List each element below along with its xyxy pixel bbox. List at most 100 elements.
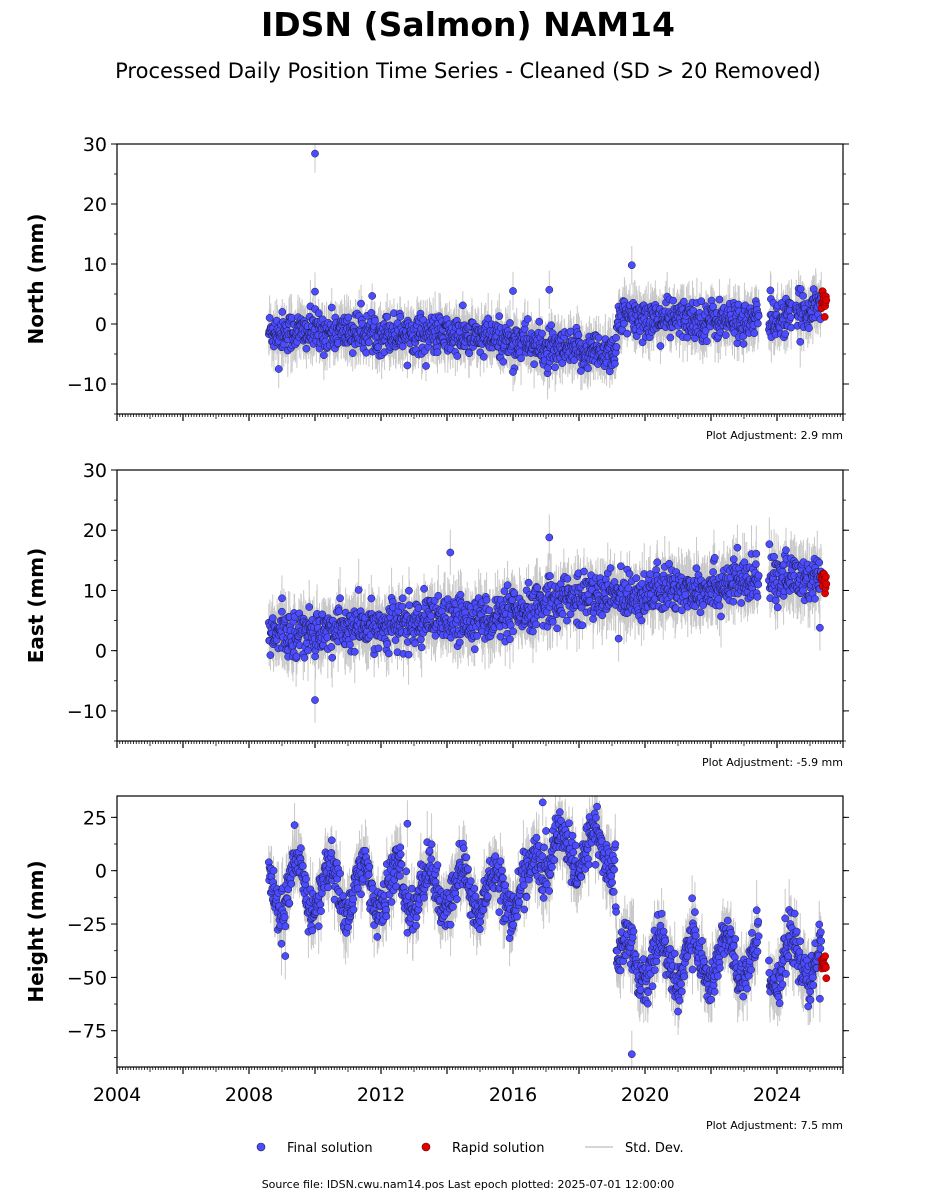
- final-point: [506, 319, 514, 327]
- final-point: [405, 586, 413, 595]
- final-point: [627, 261, 636, 270]
- final-point: [558, 359, 567, 367]
- final-point: [350, 647, 359, 656]
- final-point: [456, 590, 465, 599]
- final-point: [805, 324, 813, 333]
- final-point: [328, 653, 337, 662]
- final-point: [530, 360, 538, 369]
- final-point: [384, 649, 393, 658]
- final-point: [411, 639, 419, 648]
- final-point: [509, 287, 517, 295]
- final-point: [302, 344, 311, 353]
- final-point: [404, 650, 413, 659]
- final-point: [417, 643, 426, 652]
- panels: −10 0 10 20 30 North (mm) Plot Adjustment: 2.9…: [24, 134, 849, 1132]
- final-point: [458, 301, 467, 310]
- final-point: [495, 312, 504, 321]
- final-point: [679, 297, 688, 306]
- final-point: [268, 614, 277, 622]
- final-point: [547, 321, 555, 330]
- final-point: [327, 303, 336, 312]
- data-layer: [264, 144, 831, 400]
- final-point: [739, 340, 748, 348]
- final-point: [346, 640, 354, 649]
- final-point: [465, 349, 474, 358]
- final-point: [367, 594, 376, 603]
- final-point: [796, 285, 805, 293]
- final-point: [292, 652, 301, 661]
- rapid-points: [817, 287, 831, 321]
- final-point: [335, 607, 343, 616]
- final-point: [594, 333, 603, 342]
- final-point: [305, 603, 314, 611]
- final-point: [365, 338, 373, 347]
- y-tick-label: 10: [83, 254, 107, 276]
- final-point: [551, 363, 559, 372]
- final-point: [383, 312, 392, 321]
- final-point: [781, 330, 790, 338]
- final-point: [300, 653, 309, 662]
- final-point: [391, 636, 400, 644]
- final-point: [766, 286, 775, 295]
- final-point: [656, 342, 665, 350]
- final-point: [538, 329, 546, 338]
- final-point: [396, 312, 405, 321]
- final-point: [374, 343, 382, 351]
- panel-1: −10 0 10 20 30 North (mm) Plot Adjustment: 2.9…: [24, 134, 849, 442]
- final-point: [612, 343, 621, 351]
- final-point: [754, 312, 763, 320]
- final-point: [523, 315, 532, 323]
- rapid-point: [822, 296, 831, 305]
- final-point: [287, 313, 296, 322]
- final-point: [278, 308, 287, 316]
- final-point: [398, 602, 407, 611]
- final-point: [786, 313, 795, 321]
- final-point: [787, 323, 795, 332]
- final-point: [612, 333, 620, 342]
- final-point: [278, 607, 286, 616]
- y-axis: −10 0 10 20 30: [67, 134, 849, 415]
- chart-subtitle: Processed Daily Position Time Series - C…: [115, 59, 821, 83]
- y-tick-label: 0: [95, 314, 107, 336]
- plot-adjustment: Plot Adjustment: 2.9 mm: [706, 429, 843, 442]
- y-tick-label: −10: [67, 374, 107, 396]
- final-point: [417, 635, 425, 644]
- final-point: [669, 296, 677, 305]
- x-axis: [116, 414, 844, 421]
- final-point: [739, 332, 748, 341]
- final-point: [611, 359, 619, 368]
- final-point: [584, 364, 592, 373]
- final-point: [434, 591, 443, 600]
- final-point: [414, 604, 423, 612]
- final-point: [702, 337, 711, 346]
- y-tick-label: 30: [83, 134, 107, 156]
- final-point: [545, 285, 554, 294]
- final-point: [319, 351, 328, 360]
- rapid-point: [820, 313, 829, 321]
- final-points: [264, 149, 826, 378]
- final-point: [455, 638, 464, 647]
- final-point: [398, 342, 407, 351]
- final-point: [362, 348, 371, 357]
- final-point: [484, 314, 493, 323]
- final-point: [427, 611, 436, 620]
- final-point: [274, 365, 283, 373]
- final-point: [666, 333, 675, 342]
- final-point: [574, 331, 583, 339]
- final-point: [470, 645, 479, 654]
- final-point: [479, 352, 488, 361]
- final-point: [544, 364, 552, 372]
- final-point: [431, 631, 440, 640]
- final-point: [314, 309, 323, 318]
- final-point: [311, 149, 319, 158]
- data-layer: [264, 514, 831, 723]
- final-point: [623, 329, 632, 338]
- final-point: [576, 367, 585, 375]
- final-point: [265, 314, 274, 322]
- chart-title: IDSN (Salmon) NAM14: [261, 5, 675, 44]
- final-point: [422, 362, 430, 370]
- final-point: [354, 586, 363, 594]
- final-point: [304, 646, 312, 655]
